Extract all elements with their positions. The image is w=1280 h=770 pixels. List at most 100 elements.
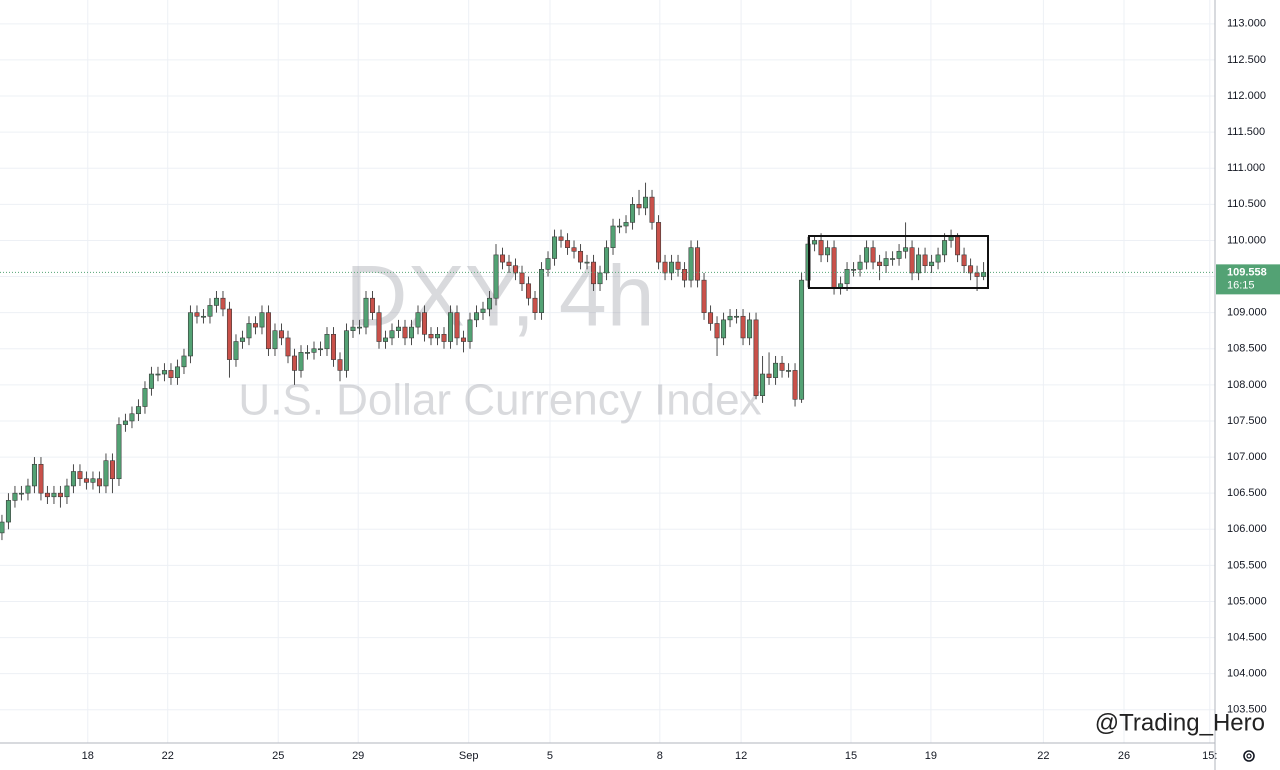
watermark-subtitle: U.S. Dollar Currency Index (238, 376, 761, 425)
candle-body (272, 330, 278, 350)
candle-body (0, 521, 5, 534)
x-tick-label: 25 (272, 750, 284, 762)
gear-hub[interactable] (1246, 753, 1252, 759)
candle-body (174, 366, 180, 378)
candle-body (337, 359, 343, 371)
candle-body (207, 305, 213, 317)
candle-body (103, 460, 109, 487)
candle-body (857, 261, 863, 270)
candle-body (200, 315, 206, 318)
candle-body (168, 370, 174, 378)
candle-body (929, 261, 935, 267)
candle-body (630, 204, 636, 223)
candle-body (382, 337, 388, 342)
candle-body (467, 319, 473, 342)
candle-body (298, 352, 304, 371)
x-tick-label: 22 (162, 750, 174, 762)
candle-body (109, 460, 115, 480)
candle-body (968, 265, 974, 274)
candle-body (955, 236, 961, 256)
candle-body (747, 319, 753, 339)
y-tick-label: 105.000 (1227, 595, 1267, 607)
candle-body (604, 247, 610, 274)
candle-body (851, 269, 857, 271)
candle-body (831, 247, 837, 288)
candle-body (454, 312, 460, 339)
candle-body (161, 370, 167, 375)
candle-body (779, 362, 785, 371)
y-tick-label: 111.500 (1227, 126, 1265, 138)
x-tick-label: 15 (845, 750, 857, 762)
candle-body (213, 297, 219, 306)
candle-body (539, 269, 545, 313)
gear-ring[interactable] (1243, 750, 1255, 762)
x-tick-label: 12 (735, 750, 747, 762)
candle-body (844, 269, 850, 285)
candle-body (916, 254, 922, 274)
candle-body (935, 254, 941, 263)
y-tick-label: 103.500 (1227, 704, 1267, 716)
candle-body (864, 247, 870, 263)
price-axis (1215, 0, 1280, 770)
candle-body (649, 196, 655, 223)
candle-body (643, 196, 649, 209)
candle-body (773, 362, 779, 378)
candle-body (51, 492, 57, 498)
candle-body (194, 312, 200, 317)
candle-body (233, 341, 239, 360)
y-tick-label: 112.000 (1227, 90, 1266, 102)
y-tick-label: 112.500 (1227, 54, 1266, 66)
candle-body (343, 330, 349, 371)
candle-body (623, 222, 629, 227)
candle-body (500, 254, 506, 263)
candle-body (682, 269, 688, 281)
candle-body (558, 236, 564, 241)
candle-body (688, 247, 694, 281)
candle-body (474, 312, 480, 321)
candle-body (435, 334, 441, 339)
candle-body (304, 352, 310, 354)
candle-body (792, 370, 798, 400)
candle-body (369, 297, 375, 313)
candle-body (5, 500, 11, 523)
candle-body (259, 312, 265, 328)
candle-body (480, 308, 486, 313)
candle-body (675, 261, 681, 270)
y-tick-label: 110.500 (1227, 198, 1266, 210)
candle-body (721, 319, 727, 339)
candle-body (265, 312, 271, 350)
candle-body (181, 355, 187, 368)
candle-body (415, 312, 421, 328)
candle-body (77, 471, 83, 480)
candle-body (324, 334, 330, 350)
candle-body (708, 312, 714, 324)
candle-body (278, 330, 284, 339)
candle-body (129, 413, 135, 422)
candle-body (187, 312, 193, 357)
x-tick-label: 8 (657, 750, 663, 762)
candle-body (838, 283, 844, 288)
candles (0, 182, 1215, 541)
candle-body (291, 355, 297, 371)
y-tick-label: 108.000 (1227, 379, 1267, 391)
y-tick-label: 110.000 (1227, 234, 1266, 246)
candle-body (896, 250, 902, 259)
x-tick-label: Sep (459, 750, 479, 762)
y-tick-label: 113.000 (1227, 18, 1266, 30)
candle-body (148, 373, 154, 389)
candle-body (38, 463, 44, 494)
y-tick-label: 107.000 (1227, 451, 1267, 463)
candle-body (83, 478, 89, 483)
settings-icon[interactable] (1243, 750, 1255, 762)
x-tick-label: 15: (1202, 750, 1217, 762)
candle-body (760, 373, 766, 396)
candle-body (135, 406, 141, 415)
candle-body (409, 326, 415, 339)
x-tick-label: 26 (1118, 750, 1130, 762)
candle-body (220, 297, 226, 310)
candle-body (714, 323, 720, 339)
x-tick-label: 19 (925, 750, 937, 762)
candle-body (44, 492, 50, 498)
candle-body (552, 236, 558, 259)
candle-body (493, 254, 499, 299)
